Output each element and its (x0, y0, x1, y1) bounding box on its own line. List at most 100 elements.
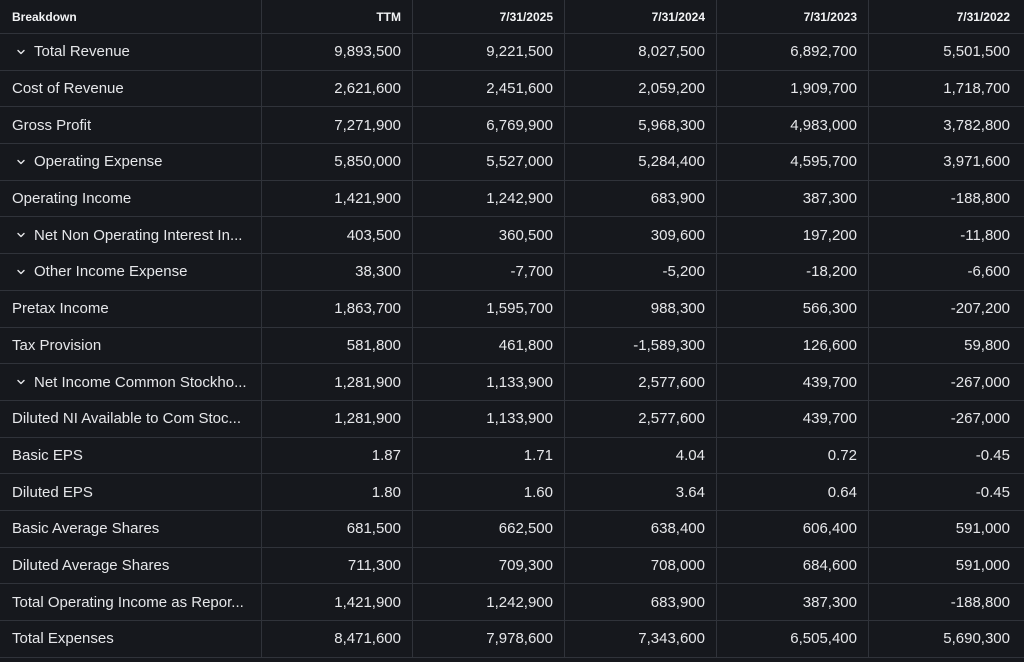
chevron-down-icon[interactable] (16, 157, 26, 167)
column-header-2025[interactable]: 7/31/2025 (413, 0, 565, 33)
row-label: Diluted EPS (12, 483, 93, 501)
value-cell: 3,782,800 (943, 116, 1010, 134)
table-row[interactable]: Net Income Common Stockho... 1,281,900 1,1… (0, 364, 1024, 401)
table-row: Basic Average Shares 681,500 662,500 638,40… (0, 510, 1024, 548)
value-cell: 7,271,900 (262, 107, 413, 144)
value-cell: 6,892,700 (717, 34, 869, 70)
row-label: Pretax Income (12, 300, 109, 318)
value-cell: 1,863,700 (262, 290, 413, 327)
value-cell: 711,300 (262, 547, 413, 584)
row-label-cell: Basic Average Shares (0, 510, 262, 547)
row-label-cell[interactable]: Net Non Operating Interest In... (0, 217, 262, 254)
value-cell: 6,505,400 (717, 621, 869, 657)
column-header-2023[interactable]: 7/31/2023 (717, 0, 869, 33)
value-cell: 5,690,300 (943, 630, 1010, 648)
value-cell: 5,850,000 (262, 144, 413, 180)
table-row[interactable]: Net Non Operating Interest In... 403,500 3… (0, 217, 1024, 255)
value-cell: 2,451,600 (413, 70, 565, 107)
value-cell: 662,500 (413, 510, 565, 547)
value-cell: 4,983,000 (717, 107, 869, 144)
row-label-cell[interactable]: Total Revenue (0, 34, 262, 70)
value-cell: -5,200 (565, 254, 717, 290)
table-header-row: Breakdown TTM 7/31/2025 7/31/2024 7/31/2… (0, 0, 1024, 34)
value-cell: 1,595,700 (413, 290, 565, 327)
table-row[interactable]: Operating Expense 5,850,000 5,527,000 5,284… (0, 144, 1024, 181)
row-label-cell[interactable]: Net Income Common Stockho... (0, 364, 262, 400)
value-cell: 708,000 (565, 547, 717, 584)
value-cell: 681,500 (262, 510, 413, 547)
value-cell: 8,027,500 (565, 34, 717, 70)
value-cell: 387,300 (717, 584, 869, 620)
chevron-down-icon[interactable] (16, 230, 26, 240)
row-label-cell[interactable]: Operating Expense (0, 144, 262, 180)
row-label-cell: Total Operating Income as Repor... (0, 584, 262, 620)
value-cell: 1,242,900 (413, 180, 565, 217)
column-header-breakdown: Breakdown (0, 0, 262, 33)
value-cell: 197,200 (717, 217, 869, 254)
row-label-cell[interactable]: Other Income Expense (0, 254, 262, 290)
value-cell: 0.64 (717, 474, 869, 510)
value-cell: -207,200 (950, 300, 1010, 318)
value-cell: -0.45 (975, 446, 1010, 464)
value-cell: -267,000 (950, 410, 1010, 428)
chevron-down-icon[interactable] (16, 377, 26, 387)
value-cell: 7,978,600 (413, 621, 565, 657)
value-cell: 1,133,900 (413, 400, 565, 437)
column-header-2022[interactable]: 7/31/2022 (956, 9, 1010, 24)
table-row[interactable]: Other Income Expense 38,300 -7,700 -5,200 -1… (0, 254, 1024, 291)
value-cell: 988,300 (565, 290, 717, 327)
value-cell: 1,421,900 (262, 584, 413, 620)
column-header-ttm[interactable]: TTM (262, 0, 413, 33)
value-cell: 1,281,900 (262, 364, 413, 400)
value-cell: 5,501,500 (943, 43, 1010, 61)
chevron-down-icon[interactable] (16, 47, 26, 57)
value-cell: -7,700 (413, 254, 565, 290)
row-label-cell: Cost of Revenue (0, 70, 262, 107)
value-cell: 9,221,500 (413, 34, 565, 70)
column-header-2024[interactable]: 7/31/2024 (565, 0, 717, 33)
value-cell: -188,800 (950, 190, 1010, 208)
value-cell: 684,600 (717, 547, 869, 584)
row-label-cell: Tax Provision (0, 327, 262, 364)
table-row: Cost of Revenue 2,621,600 2,451,600 2,059,2… (0, 70, 1024, 108)
value-cell: 1,133,900 (413, 364, 565, 400)
table-row: Tax Provision 581,800 461,800 -1,589,300 126… (0, 327, 1024, 365)
table-row: Total Operating Income as Repor... 1,421,… (0, 584, 1024, 621)
table-body: Total Revenue 9,893,500 9,221,500 8,027,500… (0, 34, 1024, 658)
table-row: Diluted Average Shares 711,300 709,300 708,… (0, 547, 1024, 585)
value-cell: 591,000 (955, 520, 1010, 538)
value-cell: -18,200 (717, 254, 869, 290)
row-label: Basic Average Shares (12, 520, 160, 538)
value-cell: 3.64 (565, 474, 717, 510)
value-cell: -1,589,300 (565, 327, 717, 364)
table-row[interactable]: Total Revenue 9,893,500 9,221,500 8,027,500… (0, 34, 1024, 71)
value-cell: -188,800 (950, 593, 1010, 611)
value-cell: 1,718,700 (943, 80, 1010, 98)
value-cell: -267,000 (950, 373, 1010, 391)
value-cell: 683,900 (565, 180, 717, 217)
value-cell: 6,769,900 (413, 107, 565, 144)
row-label-cell: Diluted EPS (0, 474, 262, 510)
table-row: Diluted NI Available to Com Stoc... 1,281… (0, 400, 1024, 438)
row-label-cell: Basic EPS (0, 437, 262, 474)
row-label: Net Non Operating Interest In... (34, 226, 243, 244)
value-cell: 403,500 (262, 217, 413, 254)
table-row: Pretax Income 1,863,700 1,595,700 988,300 56… (0, 290, 1024, 328)
value-cell: 360,500 (413, 217, 565, 254)
value-cell: 439,700 (717, 400, 869, 437)
value-cell: 2,621,600 (262, 70, 413, 107)
value-cell: 4.04 (565, 437, 717, 474)
value-cell: 1.87 (262, 437, 413, 474)
value-cell: 2,577,600 (565, 400, 717, 437)
row-label: Diluted NI Available to Com Stoc... (12, 410, 241, 428)
row-label: Cost of Revenue (12, 80, 124, 98)
value-cell: -6,600 (967, 263, 1010, 281)
row-label-cell: Operating Income (0, 180, 262, 217)
value-cell: 309,600 (565, 217, 717, 254)
row-label: Operating Income (12, 190, 132, 208)
row-label-cell: Diluted Average Shares (0, 547, 262, 584)
table-row: Operating Income 1,421,900 1,242,900 683,90… (0, 180, 1024, 218)
value-cell: 1.80 (262, 474, 413, 510)
chevron-down-icon[interactable] (16, 267, 26, 277)
